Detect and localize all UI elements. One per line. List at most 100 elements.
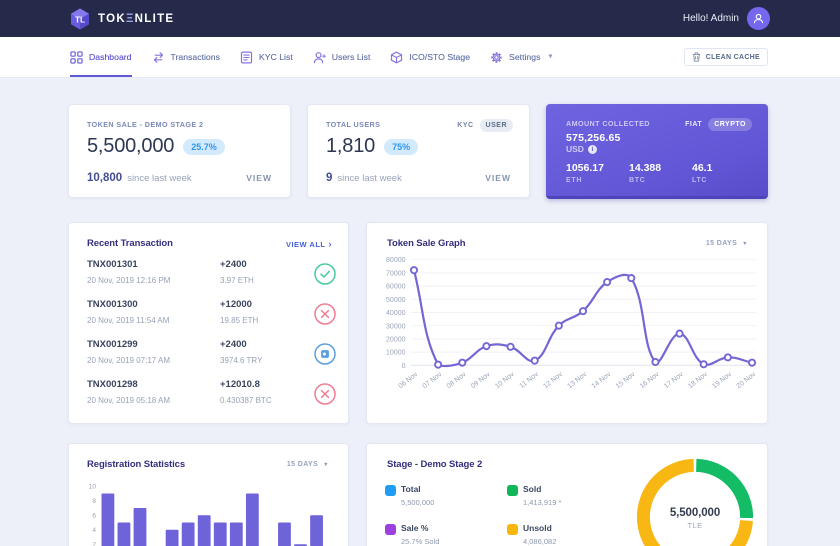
token-sale-caption: since last week: [127, 173, 192, 184]
chevron-down-icon: ▼: [742, 240, 748, 247]
eth-label: ETH: [566, 177, 583, 184]
unsold-label: Unsold: [523, 523, 552, 533]
navbar: Dashboard Transactions KYC List Users Li…: [0, 37, 840, 78]
transaction-date: 20 Nov, 2019 11:54 AM: [87, 316, 170, 325]
recent-transaction-card: Recent Transaction VIEW ALL › TNX001301 2…: [68, 222, 349, 424]
svg-text:80000: 80000: [386, 257, 406, 264]
svg-text:2: 2: [92, 541, 96, 546]
svg-text:70000: 70000: [386, 270, 406, 277]
unsold-swatch: [507, 524, 518, 535]
transaction-amount: +12010.8: [220, 379, 260, 390]
amount-collected-value: 575,256.65: [566, 132, 621, 144]
user-toggle[interactable]: USER: [479, 119, 513, 132]
transaction-row[interactable]: TNX001300 20 Nov, 2019 11:54 AM +12000 19.8…: [87, 297, 336, 337]
transaction-amount-group: +12000 19.85 ETH: [220, 299, 258, 325]
brand[interactable]: TL TOKΞNLITE: [68, 7, 174, 31]
amount-collected-card: AMOUNT COLLECTED FIAT CRYPTO 575,256.65 …: [546, 104, 768, 199]
eth-value: 1056.17: [566, 162, 604, 174]
transaction-equivalent: 3.97 ETH: [220, 276, 254, 285]
svg-text:19 Nov: 19 Nov: [711, 371, 733, 390]
stage-card: Stage - Demo Stage 2 Total 5,500,000 Sol…: [366, 443, 768, 546]
token-sale-amount: 5,500,000: [87, 135, 175, 157]
fiat-toggle[interactable]: FIAT: [685, 121, 703, 128]
trash-icon: [692, 52, 700, 62]
transaction-id: TNX001298: [87, 379, 138, 390]
svg-text:16 Nov: 16 Nov: [639, 371, 661, 390]
nav-transactions-label: Transactions: [170, 52, 220, 62]
btc-stat: 14.388 BTC: [629, 162, 692, 184]
ltc-label: LTC: [692, 177, 708, 184]
info-icon[interactable]: i: [587, 144, 597, 154]
view-all-link[interactable]: VIEW ALL ›: [286, 239, 332, 249]
nav-kyc-list[interactable]: KYC List: [240, 37, 293, 77]
nav-dashboard[interactable]: Dashboard: [70, 37, 132, 77]
registration-bar-chart: 2 4 6 8 10: [89, 483, 323, 546]
nav-users-list[interactable]: Users List: [313, 37, 370, 77]
transaction-row[interactable]: TNX001301 20 Nov, 2019 12:16 PM +2400 3.97 …: [87, 257, 336, 297]
transactions-icon: [153, 51, 163, 63]
transaction-status-icon: [314, 263, 336, 285]
ico-sto-stage-icon: [391, 51, 403, 63]
token-sale-delta: 10,800: [87, 172, 123, 184]
nav-settings[interactable]: Settings ▼: [490, 37, 553, 77]
svg-text:15 Nov: 15 Nov: [615, 371, 637, 390]
transaction-id: TNX001301: [87, 259, 138, 270]
transaction-id-group: TNX001298 20 Nov, 2019 05:18 AM: [87, 379, 170, 405]
graph-range-label: 15 DAYS: [705, 240, 738, 247]
token-sale-title: TOKEN SALE - DEMO STAGE 2: [87, 120, 204, 129]
recent-transaction-title: Recent Transaction: [87, 237, 173, 249]
nav-ico-sto-stage[interactable]: ICO/STO Stage: [390, 37, 470, 77]
donut-center-value: 5,500,000: [669, 507, 721, 519]
registration-range-select[interactable]: 15 DAYS ▼: [287, 461, 329, 468]
chevron-down-icon: ▼: [547, 54, 554, 60]
transaction-equivalent: 19.85 ETH: [220, 316, 259, 325]
btc-label: BTC: [629, 177, 646, 184]
donut-center: 5,500,000 TLE: [635, 507, 755, 530]
svg-text:0: 0: [402, 363, 406, 370]
svg-text:40000: 40000: [386, 310, 406, 317]
total-label: Total: [401, 484, 421, 494]
total-value: 5,500,000: [401, 498, 435, 507]
transaction-amount-group: +12010.8 0.430387 BTC: [220, 379, 272, 405]
transaction-status-icon: [314, 303, 336, 325]
nav-transactions[interactable]: Transactions: [152, 37, 220, 77]
legend-total: Total 5,500,000: [385, 484, 503, 507]
clear-cache-label: CLEAN CACHE: [705, 53, 760, 61]
svg-text:10 Nov: 10 Nov: [494, 371, 516, 390]
transaction-row[interactable]: TNX001298 20 Nov, 2019 05:18 AM +12010.8 0.…: [87, 377, 336, 417]
total-users-card: TOTAL USERS KYC USER 1,810 75% 9 since l…: [307, 104, 530, 198]
sold-value: 1,413,919 *: [523, 498, 562, 507]
eth-stat: 1056.17 ETH: [566, 162, 629, 184]
sale-pct-value: 25.7% Sold: [401, 537, 440, 546]
token-sale-card: TOKEN SALE - DEMO STAGE 2 5,500,000 25.7…: [68, 104, 291, 198]
user-avatar[interactable]: [747, 7, 770, 30]
unsold-value: 4,086,082: [523, 537, 557, 546]
svg-text:20 Nov: 20 Nov: [735, 371, 757, 390]
transaction-date: 20 Nov, 2019 07:17 AM: [87, 356, 171, 365]
stage-title: Stage - Demo Stage 2: [387, 458, 483, 470]
token-sale-view-link[interactable]: VIEW: [246, 173, 272, 183]
kyc-toggle[interactable]: KYC: [457, 122, 474, 129]
clear-cache-button[interactable]: CLEAN CACHE: [683, 48, 768, 66]
svg-text:20000: 20000: [386, 336, 406, 343]
svg-text:12 Nov: 12 Nov: [542, 371, 564, 390]
nav-settings-label: Settings: [509, 52, 541, 62]
graph-range-select[interactable]: 15 DAYS ▼: [706, 240, 748, 247]
dashboard-icon: [70, 50, 83, 64]
amount-collected-title: AMOUNT COLLECTED: [566, 119, 650, 128]
registration-statistics-card: 2 4 6 8 10 Registration Statistics 15 DAYS ▼: [68, 443, 349, 546]
total-users-amount: 1,810: [326, 135, 376, 157]
token-sale-graph-card: 0 10000 20000 30000 40000 50000 60000 70000 8000…: [366, 222, 768, 424]
transaction-amount: +2400: [220, 259, 247, 270]
crypto-toggle[interactable]: CRYPTO: [708, 118, 752, 131]
transaction-equivalent: 3974.6 TRY: [220, 356, 263, 365]
svg-text:07 Nov: 07 Nov: [422, 371, 444, 390]
total-users-view-link[interactable]: VIEW: [485, 173, 511, 183]
svg-text:13 Nov: 13 Nov: [566, 371, 588, 390]
svg-text:11 Nov: 11 Nov: [519, 371, 541, 390]
transaction-row[interactable]: TNX001299 20 Nov, 2019 07:17 AM +2400 3974.…: [87, 337, 336, 377]
brand-logo-icon: TL: [71, 8, 89, 29]
donut-center-label: TLE: [687, 521, 703, 530]
topbar: TL TOKΞNLITE Hello! Admin: [0, 0, 840, 37]
svg-text:4: 4: [92, 527, 96, 534]
